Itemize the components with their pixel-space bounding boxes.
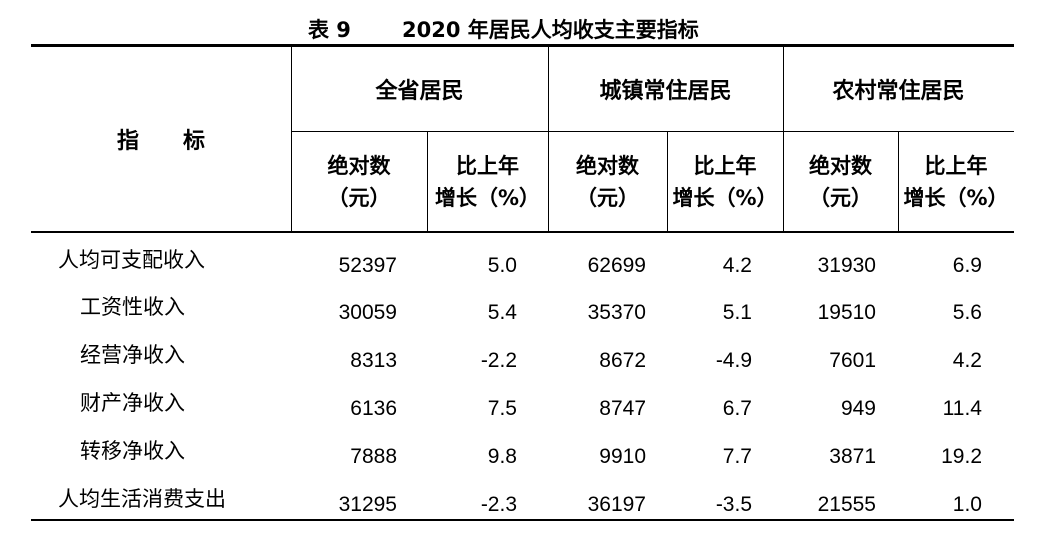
cell-value: 7.5 xyxy=(487,397,517,420)
divider xyxy=(427,131,428,232)
cell-value: 30059 xyxy=(338,301,397,324)
subheader-line: 绝对数 xyxy=(576,153,639,178)
cell-value: 5.4 xyxy=(487,301,517,324)
group-header: 全省居民 xyxy=(375,78,464,104)
header-bottom-rule xyxy=(31,231,1014,233)
subheader-growth: 比上年 增长（%） xyxy=(667,132,783,231)
subheader-line: 绝对数 xyxy=(327,153,391,178)
row-label: 人均可支配收入 xyxy=(58,248,205,272)
cell-value: 35370 xyxy=(587,301,646,324)
cell-value: 4.2 xyxy=(722,254,752,277)
subheader-line: 比上年 xyxy=(456,153,519,178)
cell-value: 949 xyxy=(840,397,876,420)
subheader-absolute: 绝对数 （元） xyxy=(291,132,427,231)
cell-value: -4.9 xyxy=(715,349,752,372)
cell-value: 8313 xyxy=(350,349,397,372)
cell-value: 31295 xyxy=(338,493,397,516)
subheader-line: 增长（%） xyxy=(672,185,778,210)
cell-value: 52397 xyxy=(338,254,397,277)
subheader-growth: 比上年 增长（%） xyxy=(427,132,548,231)
subheader-line: 增长（%） xyxy=(903,185,1009,210)
subheader-line: 增长（%） xyxy=(434,185,541,210)
cell-value: 5.6 xyxy=(952,301,982,324)
divider xyxy=(291,131,1014,132)
cell-value: 6.9 xyxy=(952,254,982,277)
cell-value: 6.7 xyxy=(722,397,752,420)
cell-value: -2.2 xyxy=(480,349,517,372)
subheader-line: （元） xyxy=(327,185,391,210)
divider xyxy=(291,46,292,232)
group-header: 城镇常住居民 xyxy=(599,78,732,104)
group-header: 农村常住居民 xyxy=(832,78,965,104)
cell-value: 9.8 xyxy=(487,445,517,468)
subheader-line: 绝对数 xyxy=(809,153,872,178)
row-label: 财产净收入 xyxy=(80,391,185,415)
cell-value: 9910 xyxy=(599,445,646,468)
cell-value: 5.1 xyxy=(722,301,752,324)
cell-value: 21555 xyxy=(817,493,876,516)
divider xyxy=(783,46,784,232)
cell-value: 19.2 xyxy=(941,445,982,468)
cell-value: 8672 xyxy=(599,349,646,372)
cell-value: 3871 xyxy=(829,445,876,468)
divider xyxy=(898,131,899,232)
table-caption: 2020 年居民人均收支主要指标 xyxy=(402,18,699,42)
cell-value: 31930 xyxy=(817,254,876,277)
indicator-header: 指 标 xyxy=(116,129,205,154)
row-label: 人均生活消费支出 xyxy=(58,487,226,511)
subheader-line: （元） xyxy=(576,185,639,210)
cell-value: -3.5 xyxy=(715,493,752,516)
subheader-line: （元） xyxy=(809,185,872,210)
cell-value: 4.2 xyxy=(952,349,982,372)
cell-value: 7888 xyxy=(350,445,397,468)
cell-value: -2.3 xyxy=(480,493,517,516)
table-number: 表 9 xyxy=(308,18,351,42)
bottom-rule xyxy=(31,519,1014,521)
cell-value: 1.0 xyxy=(952,493,982,516)
divider xyxy=(667,131,668,232)
row-label: 经营净收入 xyxy=(80,343,185,367)
subheader-growth: 比上年 增长（%） xyxy=(898,132,1014,231)
cell-value: 36197 xyxy=(587,493,646,516)
cell-value: 7.7 xyxy=(722,445,752,468)
row-label: 转移净收入 xyxy=(80,439,185,463)
table-title: 表 9 2020 年居民人均收支主要指标 xyxy=(0,6,1054,42)
row-label: 工资性收入 xyxy=(80,295,185,319)
top-rule xyxy=(31,44,1014,47)
subheader-absolute: 绝对数 （元） xyxy=(783,132,898,231)
cell-value: 6136 xyxy=(350,397,397,420)
subheader-absolute: 绝对数 （元） xyxy=(548,132,667,231)
cell-value: 5.0 xyxy=(487,254,517,277)
cell-value: 19510 xyxy=(817,301,876,324)
cell-value: 62699 xyxy=(587,254,646,277)
cell-value: 8747 xyxy=(599,397,646,420)
divider xyxy=(548,46,549,232)
subheader-line: 比上年 xyxy=(924,153,988,178)
subheader-line: 比上年 xyxy=(693,153,757,178)
cell-value: 7601 xyxy=(829,349,876,372)
cell-value: 11.4 xyxy=(942,397,982,420)
